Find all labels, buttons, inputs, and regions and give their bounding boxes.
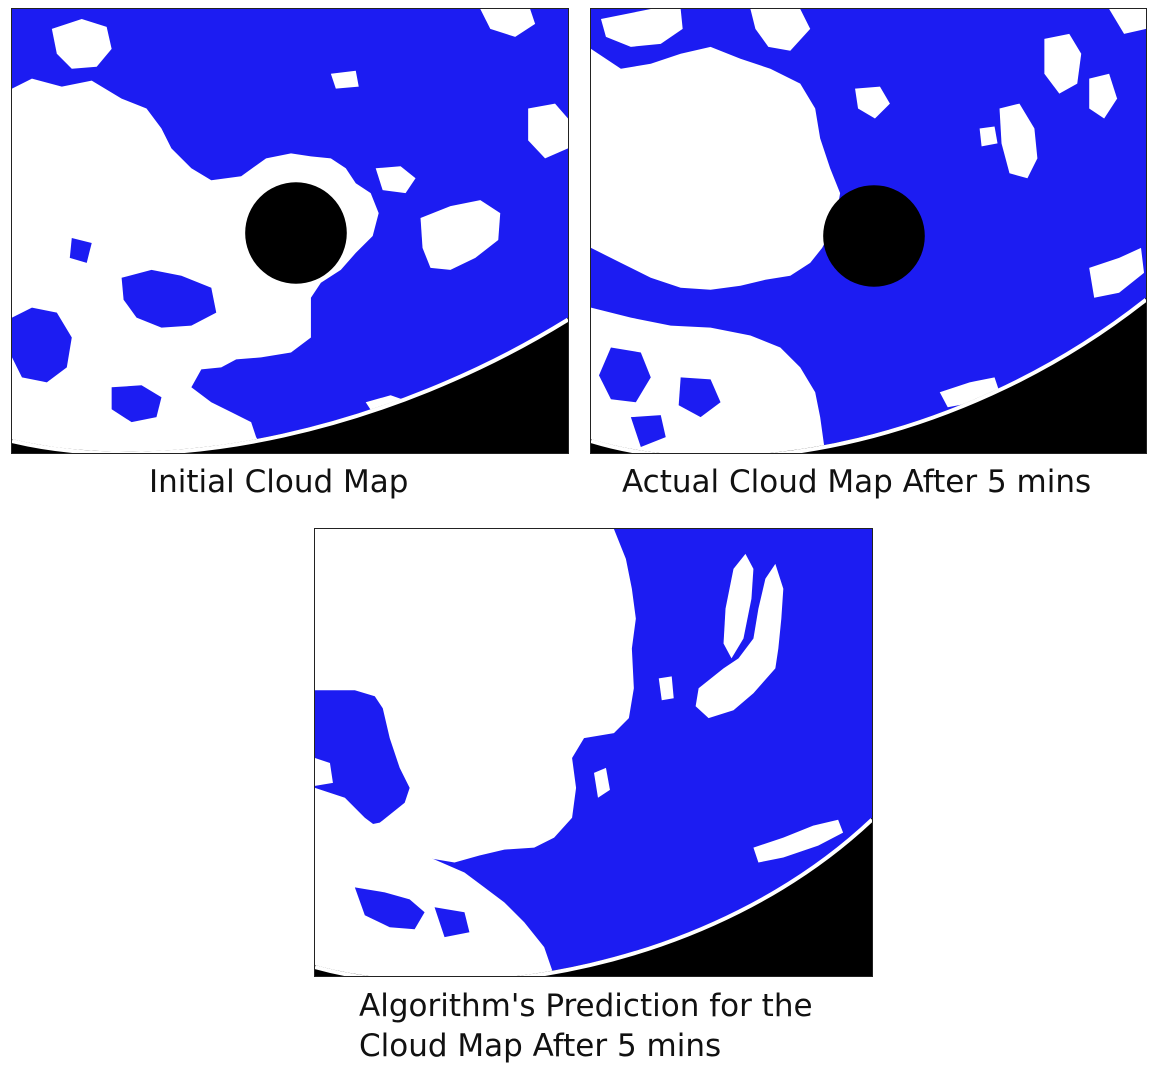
caption-line: Algorithm's Prediction for the: [359, 988, 813, 1024]
caption-line: Initial Cloud Map: [149, 464, 409, 500]
initial-cloud-map-caption: Initial Cloud Map: [149, 462, 408, 502]
prediction-caption: Algorithm's Prediction for the Cloud Map…: [359, 986, 879, 1066]
initial-cloud-map-image: [11, 8, 569, 454]
caption-line: Cloud Map After 5 mins: [359, 1028, 722, 1064]
actual-cloud-map-caption: Actual Cloud Map After 5 mins: [622, 462, 1091, 502]
caption-line: Actual Cloud Map After 5 mins: [622, 464, 1092, 500]
predicted-cloud-map-image: [314, 528, 873, 977]
actual-cloud-map-image: [590, 8, 1147, 454]
